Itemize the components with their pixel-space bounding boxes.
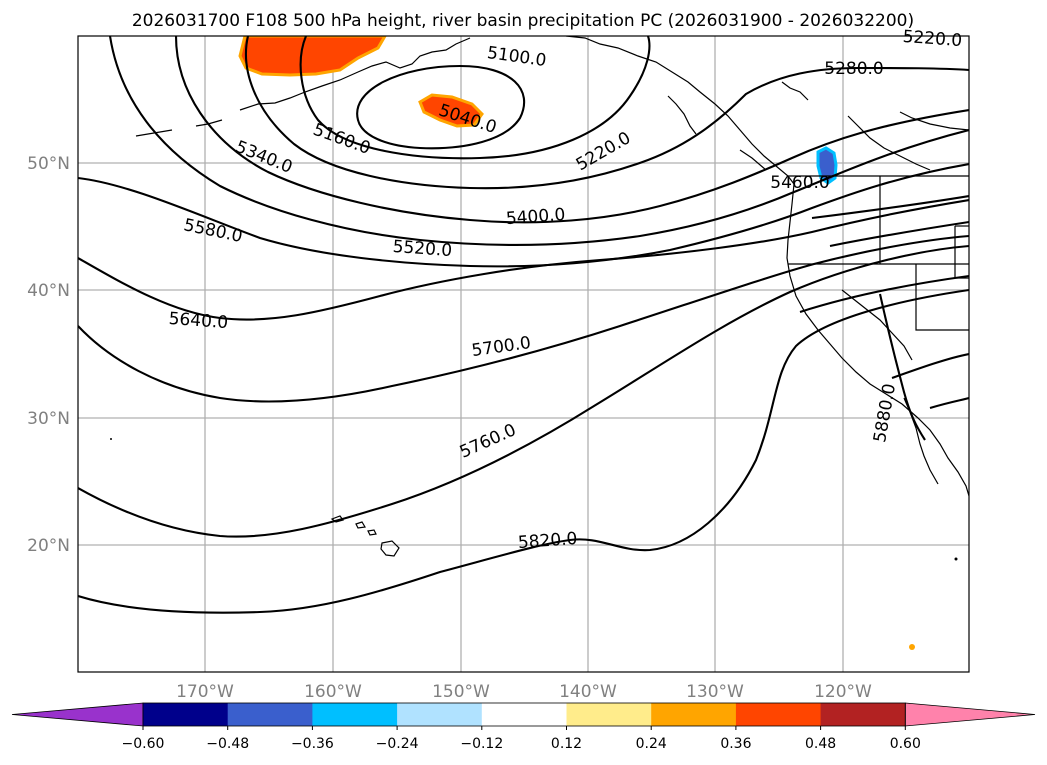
colorbar-frame: [142, 702, 906, 727]
lon-label-150w: 150°W: [432, 682, 490, 702]
lon-label-140w: 140°W: [559, 682, 617, 702]
precip-positive-alaska: [238, 36, 387, 77]
colorbar-tick-label: −0.60: [122, 736, 165, 752]
colorbar-extend-high: [904, 702, 1036, 727]
colorbar-tick-label: 0.48: [805, 736, 836, 752]
lon-label-130w: 130°W: [686, 682, 744, 702]
contour-label-5820: 5820.0: [517, 529, 578, 553]
map-area: [77, 35, 970, 673]
height-contours: [78, 36, 969, 614]
lat-label-20n: 20°N: [27, 536, 70, 556]
colorbar-tick-label: 0.12: [551, 736, 582, 752]
colorbar-segment: [651, 703, 737, 726]
extra-contours-east: [799, 194, 969, 410]
contour-label-5460: 5460.0: [770, 173, 829, 193]
colorbar-tick-label: −0.36: [291, 736, 334, 752]
colorbar-segment: [481, 703, 567, 726]
lat-labels: 50°N 40°N 30°N 20°N: [27, 154, 70, 556]
lat-label-30n: 30°N: [27, 409, 70, 429]
colorbar-segment: [397, 703, 483, 726]
colorbar: −0.60 −0.48 −0.36 −0.24 −0.12 0.12 0.24 0.36 0.4…: [11, 702, 1036, 752]
island-dot-mexico: [954, 557, 958, 561]
precip-negative-washington: [816, 146, 838, 185]
colorbar-tick-label: −0.12: [460, 736, 503, 752]
colorbar-extend-low: [11, 702, 144, 727]
colorbar-segment: [735, 703, 822, 726]
island-dot: [110, 438, 112, 440]
lon-label-160w: 160°W: [304, 682, 362, 702]
lon-label-170w: 170°W: [176, 682, 234, 702]
contour-label-5220-top: 5220.0: [902, 27, 963, 51]
precip-positive-gulf: [418, 93, 484, 128]
colorbar-segment: [312, 703, 398, 726]
lon-label-120w: 120°W: [814, 682, 872, 702]
contour-label-5520: 5520.0: [392, 237, 453, 261]
precip-dot: [909, 644, 915, 650]
lat-label-40n: 40°N: [27, 281, 70, 301]
lon-labels: 170°W 160°W 150°W 140°W 130°W 120°W: [176, 682, 872, 702]
lat-label-50n: 50°N: [27, 154, 70, 174]
contour-label-5640: 5640.0: [168, 309, 229, 333]
colorbar-segment: [143, 703, 229, 726]
colorbar-tick-label: 0.60: [890, 736, 921, 752]
contour-label-5280: 5280.0: [824, 59, 883, 79]
map-frame: [77, 35, 970, 673]
colorbar-tick-label: −0.48: [206, 736, 249, 752]
contour-label-5400: 5400.0: [505, 205, 566, 229]
colorbar-tick-label: 0.24: [636, 736, 667, 752]
colorbar-segment: [227, 703, 313, 726]
colorbar-tick-label: 0.36: [720, 736, 751, 752]
colorbar-segment: [820, 703, 906, 726]
map-title: 2026031700 F108 500 hPa height, river ba…: [132, 11, 914, 31]
colorbar-tick-label: −0.24: [376, 736, 419, 752]
colorbar-segment: [566, 703, 652, 726]
